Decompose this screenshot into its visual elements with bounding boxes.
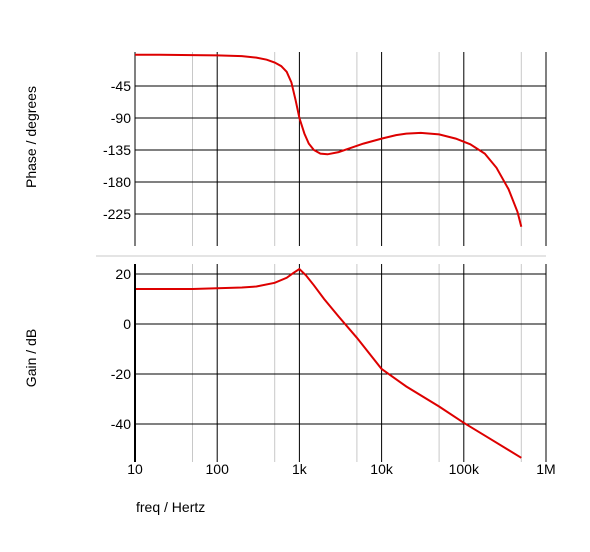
phase-major-grid	[134, 52, 547, 246]
phase-panel: -45 -90 -135 -180 -225 Phase / degrees	[23, 52, 547, 246]
x-tick-label: 10k	[370, 461, 394, 477]
y-tick-label: 20	[115, 266, 131, 282]
gain-panel: 20 0 -20 -40 10 100 1k 10k 100k 1M Gain / dB fre…	[23, 264, 556, 515]
y-tick-label: -20	[111, 366, 131, 382]
y-tick-label: -90	[111, 110, 131, 126]
phase-series-line	[135, 53, 523, 228]
gain-y-axis-title: Gain / dB	[23, 329, 39, 387]
gain-y-tick-labels: 20 0 -20 -40	[111, 266, 131, 432]
x-axis-title: freq / Hertz	[136, 499, 205, 515]
gain-minor-grid	[192, 264, 522, 462]
phase-y-axis-title: Phase / degrees	[23, 86, 39, 188]
y-tick-label: -225	[103, 206, 131, 222]
gain-series-line	[135, 267, 522, 459]
y-tick-label: 0	[123, 316, 131, 332]
y-tick-label: -45	[111, 78, 131, 94]
phase-minor-grid	[192, 52, 522, 246]
gain-major-grid	[134, 264, 547, 462]
x-tick-label: 1M	[536, 461, 555, 477]
phase-y-tick-labels: -45 -90 -135 -180 -225	[103, 78, 131, 222]
x-tick-label: 10	[127, 461, 143, 477]
y-tick-label: -180	[103, 174, 131, 190]
y-tick-label: -40	[111, 416, 131, 432]
x-tick-labels: 10 100 1k 10k 100k 1M	[127, 461, 556, 477]
y-tick-label: -135	[103, 142, 131, 158]
x-tick-label: 100	[206, 461, 230, 477]
x-tick-label: 100k	[449, 461, 480, 477]
x-tick-label: 1k	[292, 461, 308, 477]
